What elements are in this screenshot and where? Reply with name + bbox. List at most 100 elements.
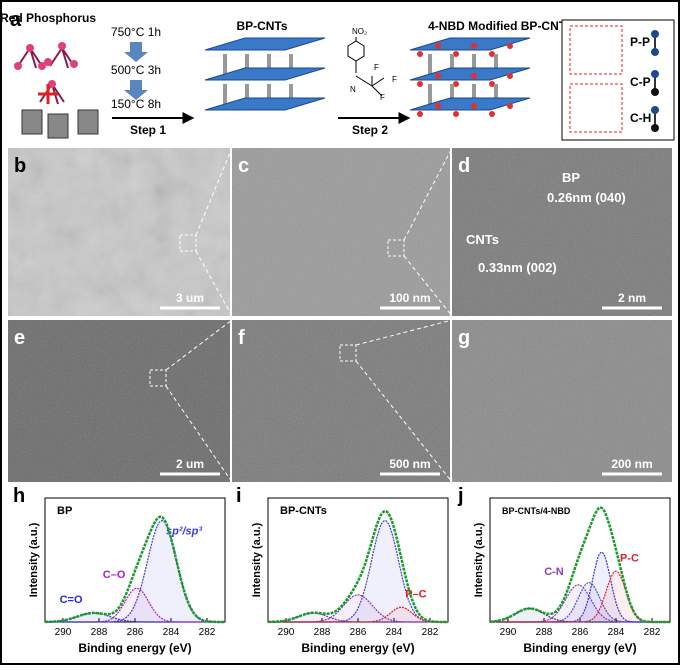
zoom-box [339,344,357,362]
bp-layer [204,97,326,111]
panel-letter: b [14,155,26,177]
cnt [450,84,454,108]
sample-label: BP-CNTs [280,505,327,517]
x-tick-label: 282 [644,627,661,638]
plus [38,84,58,104]
group-label: F [392,75,397,84]
y-axis-label: Intensity (a.u.) [473,522,485,597]
atom [651,30,659,38]
nbd-group [507,73,513,79]
bond-label: P-P [630,35,650,49]
peak-label: sp²/sp³ [166,526,202,538]
atom [14,62,22,70]
cnt [267,84,271,108]
scale-label: 100 nm [389,291,430,305]
component-peak [489,607,670,623]
nanotube [77,109,99,135]
micrograph: f 500 nm [232,320,450,482]
atom [38,62,46,70]
nbd-group [417,81,423,87]
scale-label: 3 um [176,291,204,305]
sample-label: BP-CNTs/4-NBD [502,506,571,516]
nbd-group [471,73,477,79]
scale-label: 2 nm [618,291,646,305]
scale-label: 500 nm [389,457,430,471]
x-tick-label: 284 [608,627,625,638]
nbd-group [489,111,495,117]
group-label: F [380,93,385,102]
x-tick-label: 290 [55,627,72,638]
scale-label: 200 nm [611,457,652,471]
condition: 150°C 8h [111,97,161,111]
x-axis-label: Binding energy (eV) [78,641,191,655]
nbd-group [471,43,477,49]
nanotube [47,113,69,139]
image-texture [232,148,450,316]
cnt [428,54,432,78]
nbd-group [453,51,459,57]
xps-chart: i BP-CNTs 290 288 286 284 282 Binding energy (e… [236,485,449,655]
xps-chart: h BP 290 288 286 284 282 Binding energy (eV) Int… [13,485,226,655]
cnt [267,54,271,78]
x-tick-label: 288 [536,627,553,638]
micrograph: g 200 nm [452,320,672,482]
panel-a: a Red Phosphorus 750°C 1h 500°C 3h 150°C… [0,9,675,141]
micrograph: b 3 um [8,148,230,316]
panel-letter: j [457,485,464,507]
x-tick-label: 290 [500,627,517,638]
cnt [245,84,249,108]
y-axis-label: Intensity (a.u.) [251,522,263,597]
cnt [223,84,227,108]
peak-label: P-C [620,552,639,564]
panel-letter: i [236,485,242,507]
cnt [472,84,476,108]
panel-letter: g [458,327,470,349]
inset [569,83,623,133]
molecule [347,37,385,97]
zoom-line [403,147,453,317]
zoom-line [195,147,233,317]
micrograph: c 100 nm [232,148,450,316]
scale-label: 2 um [176,457,204,471]
y-axis-label: Intensity (a.u.) [28,522,40,597]
nbd-group [435,103,441,109]
envelope [489,506,670,624]
product-label: 4-NBD Modified BP-CNTs [428,19,572,33]
lattice-label: BP [562,170,580,185]
cnt [494,84,498,108]
x-tick-label: 282 [422,627,439,638]
atom [58,42,66,50]
cnt [494,54,498,78]
atom [651,88,659,96]
envelope [268,509,448,624]
nbd-group [453,111,459,117]
cnt [428,84,432,108]
nbd-group [507,103,513,109]
down-arrow [124,42,148,100]
lattice-label: 0.26nm (040) [547,190,626,205]
zoom-line [355,319,453,483]
group-label: F [374,63,379,72]
atom [651,48,659,56]
peak-label: C–O [103,569,126,581]
zoom-line [165,319,233,483]
condition: 500°C 3h [111,63,161,77]
panel-letter: c [238,155,249,177]
nbd-group [507,43,513,49]
zoom-box [387,239,405,257]
bond-label: C-P [630,75,651,89]
xps-chart: j BP-CNTs/4-NBD 290 288 286 284 282 Binding ene… [457,485,671,655]
atom [651,106,659,114]
nbd-group [435,73,441,79]
nbd-group [417,111,423,117]
lattice-label: 0.33nm (002) [478,260,557,275]
bp-layer [204,37,326,51]
step-label: Step 1 [130,123,166,137]
x-tick-label: 286 [127,627,144,638]
atom [48,80,56,88]
precursor: Red Phosphorus [0,11,96,25]
step-label: Step 2 [352,123,388,137]
zoom-box [179,234,197,252]
zoom-box [149,369,167,387]
atom [70,60,78,68]
